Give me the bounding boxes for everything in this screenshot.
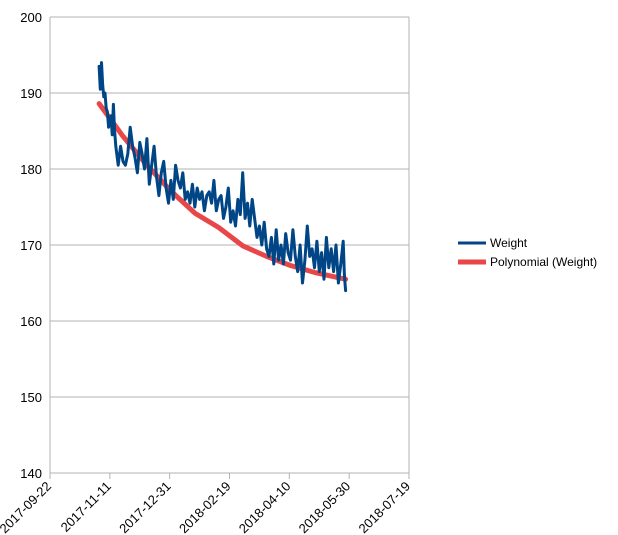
gridlines: [50, 16, 409, 474]
legend-label-polynomial-weight: Polynomial (Weight): [490, 255, 597, 269]
legend-label-weight: Weight: [490, 236, 528, 250]
x-axis-ticks: 2017-09-22 2017-11-11 2017-12-31 2018-02-19…: [0, 473, 413, 535]
y-axis-ticks: 140 150 160 170 180 190 200: [20, 10, 42, 481]
x-tick-label-2017-12-31: 2017-12-31: [116, 479, 174, 535]
y-tick-label-160: 160: [20, 314, 42, 329]
x-tick-label-2018-05-30: 2018-05-30: [296, 479, 354, 535]
y-tick-label-140: 140: [20, 466, 42, 481]
x-tick-label-2017-11-11: 2017-11-11: [58, 479, 114, 535]
x-tick-label-2017-09-22: 2017-09-22: [0, 479, 54, 535]
y-tick-label-170: 170: [20, 238, 42, 253]
series-layer: [96, 61, 349, 293]
x-tick-label-2018-04-10: 2018-04-10: [236, 479, 294, 535]
series-line-weight: [97, 61, 348, 293]
y-tick-label-190: 190: [20, 86, 42, 101]
y-tick-label-180: 180: [20, 162, 42, 177]
y-tick-label-150: 150: [20, 390, 42, 405]
x-tick-label-2018-07-19: 2018-07-19: [355, 479, 413, 535]
x-tick-label-2018-02-19: 2018-02-19: [176, 479, 234, 535]
legend: Weight Polynomial (Weight): [458, 236, 597, 269]
y-tick-label-200: 200: [20, 10, 42, 25]
